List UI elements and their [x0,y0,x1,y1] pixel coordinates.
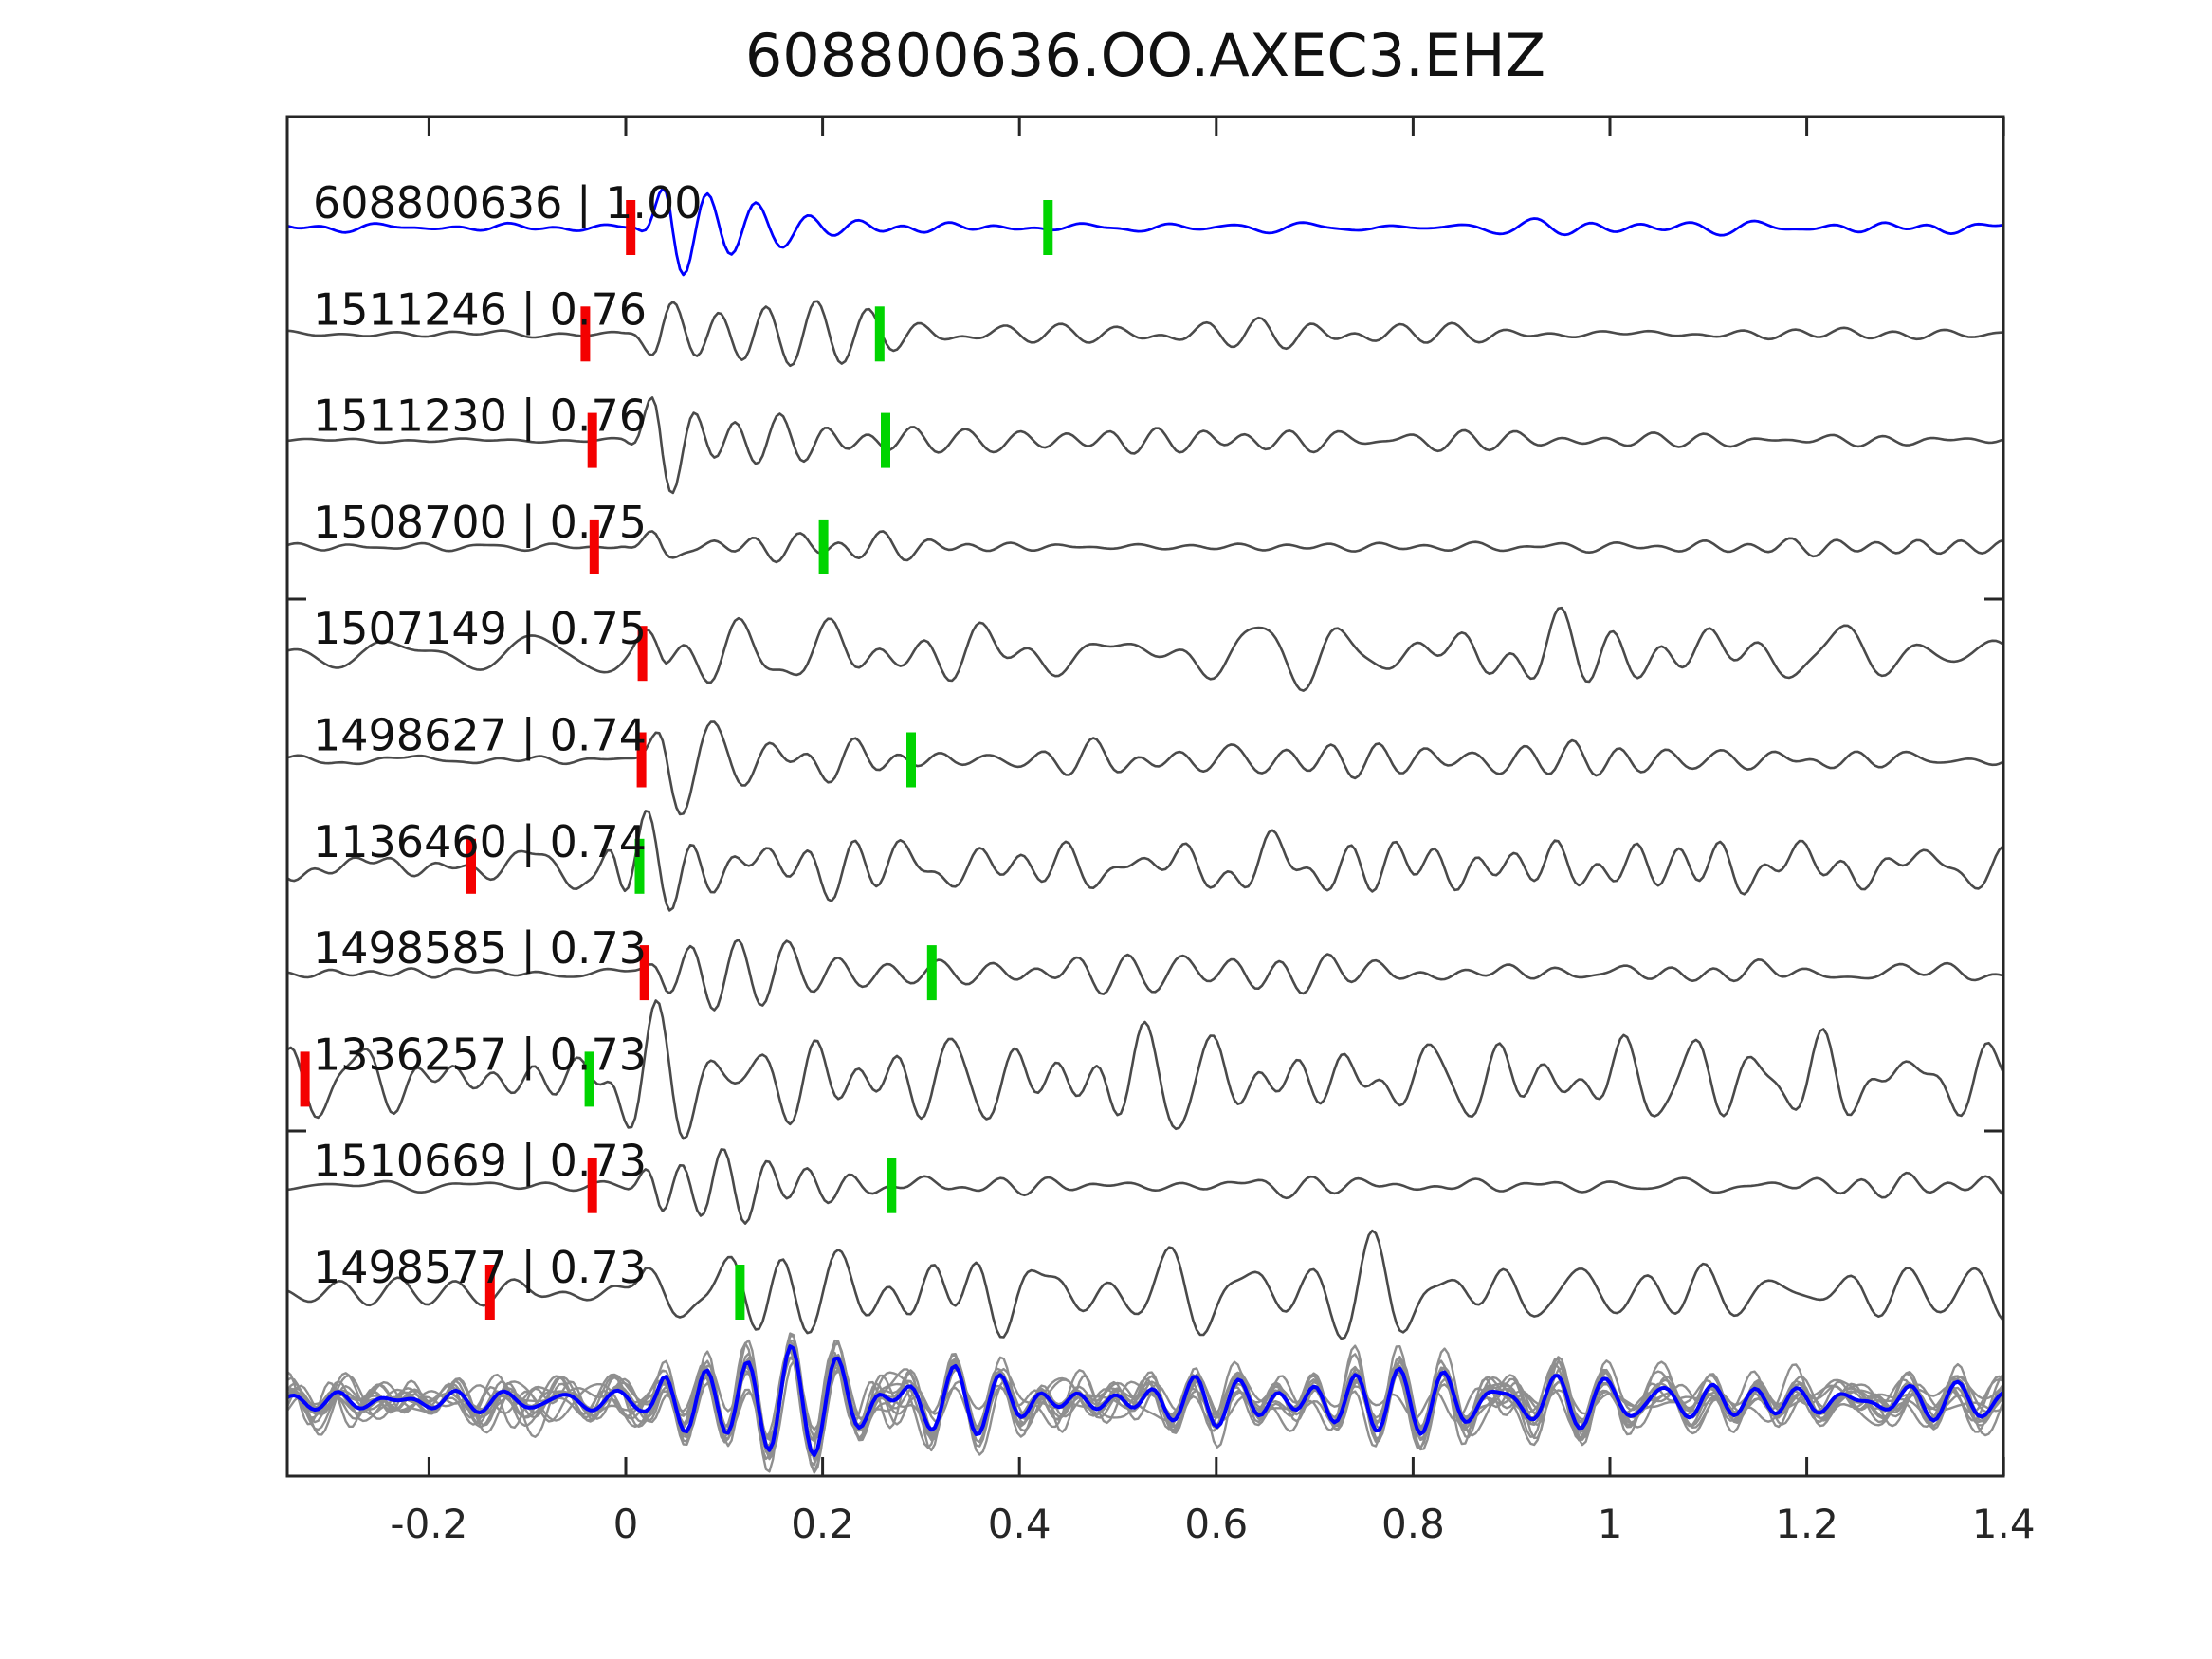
pick-marker-green [881,412,890,468]
pick-marker-red [587,412,597,468]
pick-marker-red [580,306,591,362]
pick-marker-red [300,1051,310,1107]
trace-label: 1498585 | 0.73 [313,922,647,975]
waveform-1510669 [287,1148,2003,1225]
x-tick-label: 0.6 [1184,1501,1248,1547]
x-tick-labels: -0.2 0 0.2 0.4 0.6 0.8 1 1.2 1.4 [390,1501,2035,1547]
trace-label: 1136460 | 0.74 [313,816,647,868]
pick-marker-green [818,519,829,574]
pick-marker-red [466,838,476,894]
waveform-1498627 [287,720,2003,816]
x-tick-label: 1.4 [1972,1501,2036,1547]
pick-marker-green [735,1265,745,1320]
axes-box [285,115,2005,1478]
waveform-1511230 [287,396,2003,495]
x-tick-label: 0.2 [791,1501,854,1547]
pick-marker-green [1043,200,1053,255]
x-tick-label: 0.8 [1381,1501,1445,1547]
pick-marker-green [584,1051,594,1107]
trace-label: 1336257 | 0.73 [313,1029,647,1081]
pick-marker-green [926,945,937,1001]
x-tick-label: -0.2 [390,1501,467,1547]
plot-title: 608800636.OO.AXEC3.EHZ [745,21,1545,90]
pick-marker-red [484,1265,495,1320]
x-tick-label: 1 [1598,1501,1623,1547]
pick-marker-green [874,306,885,362]
waveform-1136460 [287,810,2003,912]
pick-marker-green [887,1158,897,1213]
x-tick-label: 0 [613,1501,639,1547]
waveform-1511246 [287,300,2003,368]
trace-label: 1508700 | 0.75 [313,497,647,549]
pick-marker-red [587,1158,597,1213]
waveform-1336257 [287,999,2003,1140]
trace-area [287,187,2003,1474]
trace-label: 1511230 | 0.76 [313,391,647,443]
pick-marker-green [634,838,645,894]
trace-label: 1507149 | 0.75 [313,603,647,655]
stack-trace-template [287,1344,2003,1458]
x-tick-label: 0.4 [988,1501,1051,1547]
pick-marker-red [626,200,636,255]
trace-label: 608800636 | 1.00 [313,177,703,229]
pick-markers [300,200,1053,1320]
waveform-1508700 [287,530,2003,564]
waveform-1498577 [287,1229,2003,1340]
trace-labels: 608800636 | 1.00 1511246 | 0.76 1511230 | … [313,177,703,1294]
pick-marker-red [637,626,648,682]
waveform-608800636 [287,187,2003,277]
waveform-1507149 [287,606,2003,692]
trace-label: 1511246 | 0.76 [313,283,647,336]
trace-label: 1510669 | 0.73 [313,1136,647,1188]
pick-marker-red [636,732,647,788]
x-tick-label: 1.2 [1775,1501,1838,1547]
pick-marker-red [589,519,599,574]
trace-label: 1498577 | 0.73 [313,1242,647,1294]
pick-marker-green [906,732,916,788]
trace-label: 1498627 | 0.74 [313,710,647,762]
waveform-1498585 [287,939,2003,1012]
pick-marker-red [639,945,649,1001]
